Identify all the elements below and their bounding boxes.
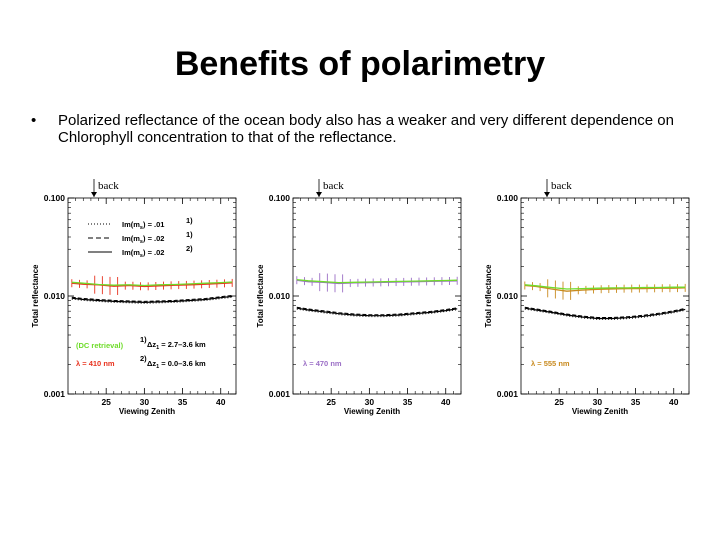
annotation-wavelength: λ = 470 nm xyxy=(303,359,342,368)
back-label: back xyxy=(323,180,344,192)
x-tick-label: 35 xyxy=(178,397,188,407)
annotation-dz: Δz1 = 2.7–3.6 km xyxy=(147,340,206,351)
annotation-wavelength: λ = 555 nm xyxy=(531,359,570,368)
x-tick-label: 30 xyxy=(365,397,375,407)
x-tick-label: 25 xyxy=(554,397,564,407)
x-tick-label: 35 xyxy=(403,397,413,407)
chart-470nm: 0.100 0.010 0.001 25 30 35 40 Viewing Zenith Tot… xyxy=(255,176,465,421)
y-tick-label: 0.010 xyxy=(269,291,291,301)
series-line-model-solid xyxy=(524,307,686,320)
x-tick-label: 40 xyxy=(216,397,226,407)
legend-label: Im(ms) = .01 xyxy=(122,220,164,231)
x-axis-label: Viewing Zenith xyxy=(344,407,400,416)
legend-note: 1) xyxy=(186,216,193,225)
chart-555nm-svg: 0.100 0.010 0.001 25 30 35 40 Viewing Zenith Tot… xyxy=(484,179,690,416)
y-axis-label: Total reflectance xyxy=(256,264,265,328)
y-tick-label: 0.010 xyxy=(44,291,66,301)
x-tick-label: 30 xyxy=(593,397,603,407)
bullet-text: Polarized reflectance of the ocean body … xyxy=(58,112,674,146)
annotation-wavelength: λ = 410 nm xyxy=(76,359,115,368)
y-tick-label: 0.100 xyxy=(269,193,291,203)
bullet-marker: • xyxy=(31,112,37,129)
legend-note: 1) xyxy=(186,230,193,239)
back-label: back xyxy=(551,180,572,192)
x-tick-label: 40 xyxy=(669,397,679,407)
legend-note: 2) xyxy=(186,244,193,253)
back-label: back xyxy=(98,180,119,192)
chart-410nm: 0.100 0.010 0.001 25 30 35 40 Viewing Zenith Tot… xyxy=(30,176,240,421)
y-tick-label: 0.001 xyxy=(497,389,519,399)
legend-label: Im(ms) = .02 xyxy=(122,248,164,259)
series-line-model-dashed xyxy=(524,306,686,318)
annotation-note: 1) xyxy=(140,335,147,344)
series-line-dc-retrieval xyxy=(296,278,458,284)
chart-555nm: 0.100 0.010 0.001 25 30 35 40 Viewing Zenith Tot… xyxy=(483,176,693,421)
y-tick-label: 0.100 xyxy=(44,193,66,203)
series-line-model-solid xyxy=(296,307,458,317)
y-tick-label: 0.001 xyxy=(269,389,291,399)
slide-title: Benefits of polarimetry xyxy=(174,45,546,83)
x-tick-label: 30 xyxy=(140,397,150,407)
y-tick-label: 0.010 xyxy=(497,291,519,301)
y-tick-label: 0.001 xyxy=(44,389,66,399)
annotation-note: 2) xyxy=(140,354,147,363)
annotation-dc-retrieval: (DC retrieval) xyxy=(76,341,124,350)
x-tick-label: 35 xyxy=(631,397,641,407)
series-line-model-dashed xyxy=(296,306,458,316)
chart-410nm-svg: 0.100 0.010 0.001 25 30 35 40 Viewing Zenith Tot… xyxy=(31,179,237,416)
y-axis-label: Total reflectance xyxy=(484,264,493,328)
x-tick-label: 25 xyxy=(101,397,111,407)
chart-470nm-svg: 0.100 0.010 0.001 25 30 35 40 Viewing Zenith Tot… xyxy=(256,179,462,416)
x-tick-label: 25 xyxy=(326,397,336,407)
back-arrow-head xyxy=(91,192,97,197)
series-line-model-dotted xyxy=(524,308,686,320)
series-line-observed xyxy=(524,284,686,292)
x-axis-label: Viewing Zenith xyxy=(119,407,175,416)
y-tick-label: 0.100 xyxy=(497,193,519,203)
back-arrow-head xyxy=(544,192,550,197)
y-axis-label: Total reflectance xyxy=(31,264,40,328)
series-line-model-dotted xyxy=(296,308,458,318)
legend-label: Im(ms) = .02 xyxy=(122,234,164,245)
back-arrow-head xyxy=(316,192,322,197)
series-line-model-dashed xyxy=(71,294,233,302)
series-line-model-solid xyxy=(71,295,233,304)
series-line-model-dotted xyxy=(71,297,233,304)
series-line-dc-retrieval xyxy=(524,284,686,290)
x-tick-label: 40 xyxy=(441,397,451,407)
x-axis-label: Viewing Zenith xyxy=(572,407,628,416)
annotation-dz: Δz1 = 0.0–3.6 km xyxy=(147,359,206,370)
series-line-dc-retrieval xyxy=(71,281,233,287)
